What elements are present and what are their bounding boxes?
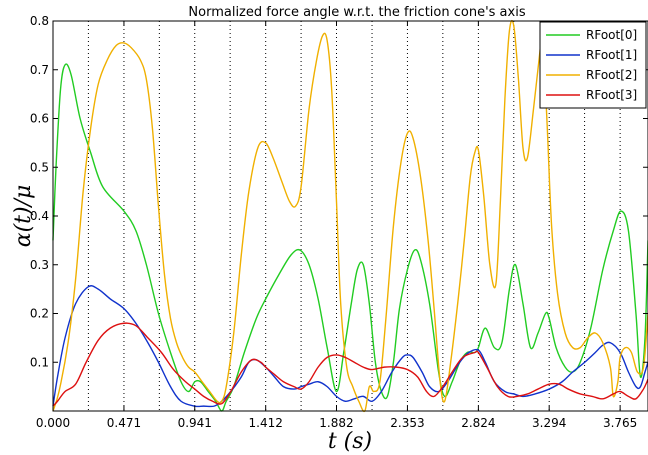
x-tick-label: 0.941: [178, 416, 212, 430]
y-tick-label: 0.6: [30, 112, 49, 126]
legend: RFoot[0] RFoot[1] RFoot[2] RFoot[3]: [539, 21, 647, 109]
y-tick-label: 0.7: [30, 63, 49, 77]
x-tick-label: 3.765: [603, 416, 637, 430]
y-tick-label: 0.3: [30, 258, 49, 272]
legend-label: RFoot[1]: [586, 48, 637, 62]
y-tick-label: 0.4: [30, 209, 49, 223]
x-tick-label: 1.882: [319, 416, 353, 430]
legend-label: RFoot[0]: [586, 28, 637, 42]
y-tick-label: 0.2: [30, 307, 49, 321]
x-tick-label: 2.824: [461, 416, 495, 430]
x-tick-label: 0.471: [107, 416, 141, 430]
axis-ticks: 0.000 0.471 0.941 1.412 1.882 2.353 2.824 3.294…: [30, 14, 648, 430]
x-axis-label: t (s): [328, 429, 372, 454]
series-line-2: [52, 19, 648, 413]
x-tick-label: 1.412: [249, 416, 283, 430]
legend-label: RFoot[2]: [586, 68, 637, 82]
y-tick-label: 0.8: [30, 14, 49, 28]
series-lines: [52, 19, 648, 413]
series-line-1: [52, 285, 648, 408]
series-line-3: [52, 322, 648, 407]
chart-title: Normalized force angle w.r.t. the fricti…: [188, 5, 525, 20]
legend-label: RFoot[3]: [586, 88, 637, 102]
x-tick-label: 3.294: [532, 416, 566, 430]
y-axis-label: α(t)/μ: [11, 185, 36, 248]
series-line-0: [52, 63, 648, 412]
legend-box: [539, 21, 647, 109]
y-tick-label: 0.1: [30, 355, 49, 369]
y-tick-label: 0.5: [30, 160, 49, 174]
x-tick-label: 2.353: [390, 416, 424, 430]
x-tick-label: 0.000: [36, 416, 70, 430]
